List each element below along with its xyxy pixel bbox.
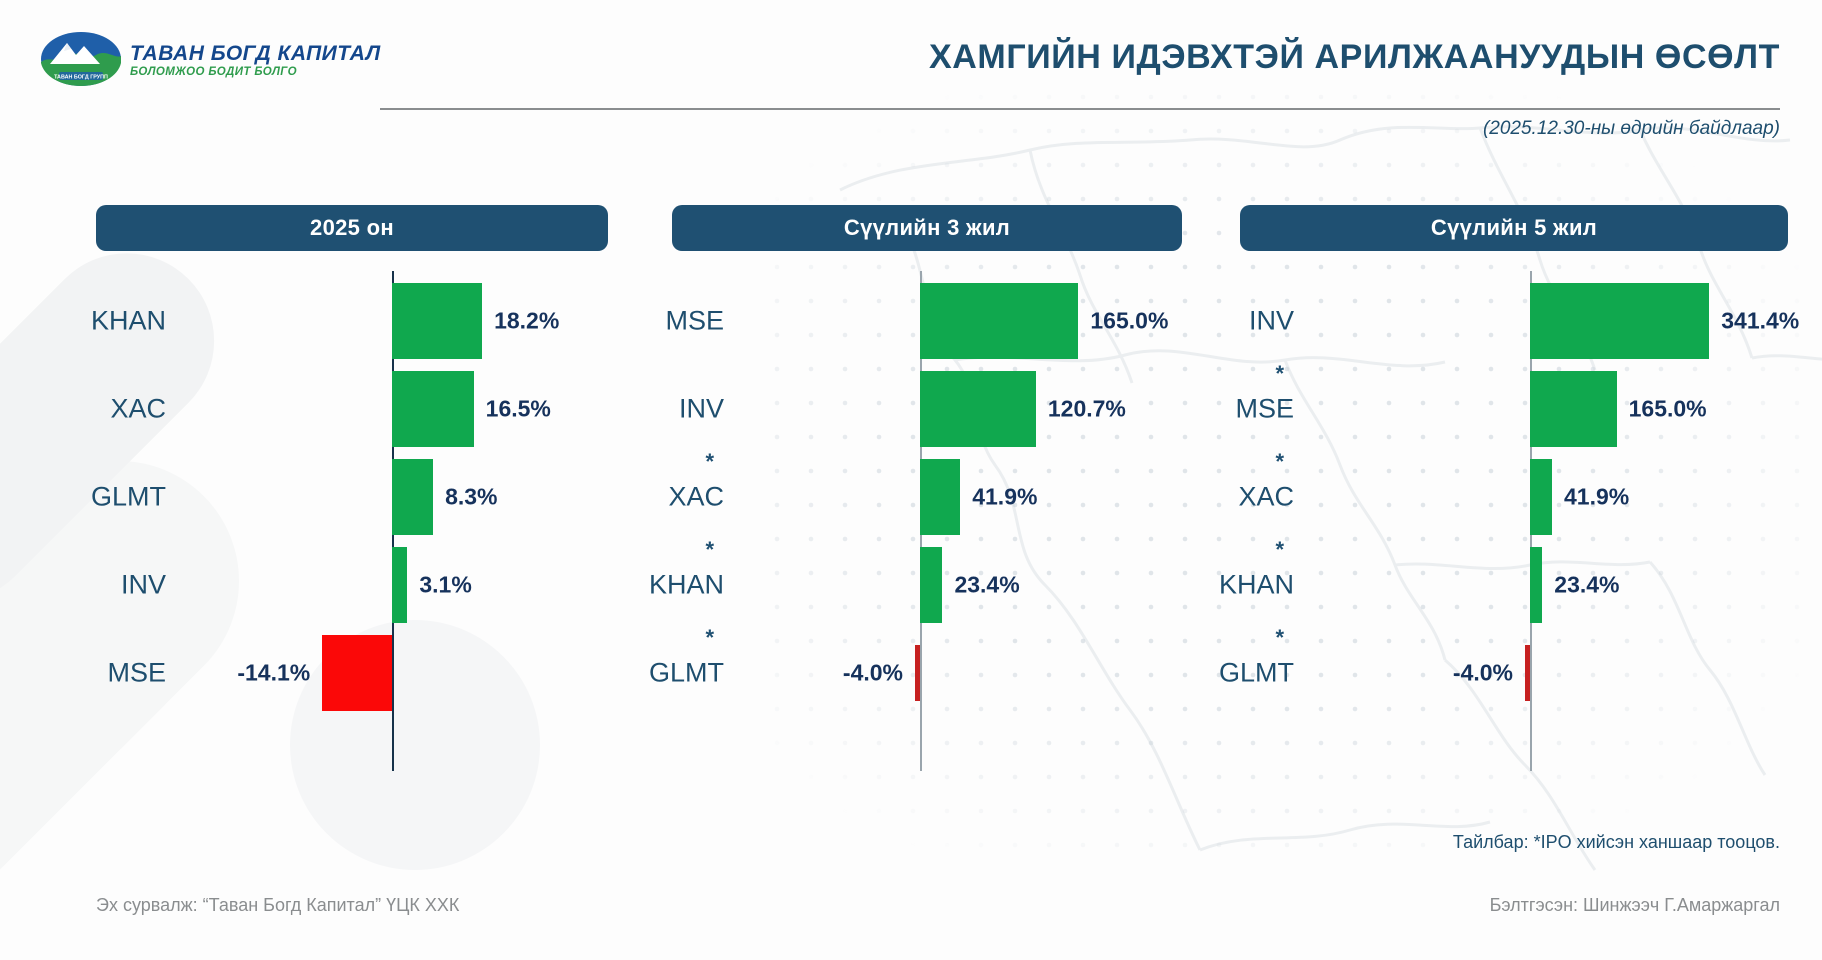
footnote-asterisk-icon: * <box>1275 449 1284 474</box>
category-label: KHAN <box>90 305 166 336</box>
value-label: 8.3% <box>445 483 498 510</box>
footnote-asterisk-icon: * <box>1275 361 1284 386</box>
page-title: ХАМГИЙН ИДЭВХТЭЙ АРИЛЖААНУУДЫН ӨСӨЛТ <box>929 38 1780 76</box>
value-label: -14.1% <box>237 659 311 686</box>
value-label: 18.2% <box>494 307 560 334</box>
chart-row: GLMT * -4.0% <box>1219 627 1788 711</box>
bar-positive <box>392 371 474 447</box>
value-label: 23.4% <box>954 571 1020 598</box>
mountain-logo-icon: ТАВАН БОГД ГРУПП <box>40 31 122 87</box>
panel-title-1: 2025 он <box>96 205 608 251</box>
prepared-by-text: Бэлтгэсэн: Шинжээч Г.Амаржаргал <box>1489 895 1780 915</box>
bar-positive <box>1530 547 1543 623</box>
category-label: KHAN <box>1218 569 1294 600</box>
footnote-asterisk-icon: * <box>705 449 714 474</box>
chart-panel-1: 2025 он KHAN 18.2% XAC 16.5% GLMT 8.3% INV 3.1% M… <box>91 205 608 771</box>
bar-positive <box>920 459 961 535</box>
chart-row: XAC 16.5% <box>96 371 608 447</box>
bar-positive <box>920 371 1036 447</box>
category-label: GLMT <box>648 657 724 688</box>
chart-row: MSE 165.0% <box>665 283 1182 359</box>
category-label: GLMT <box>1218 657 1294 688</box>
value-label: 165.0% <box>1090 307 1169 334</box>
category-label: INV <box>120 569 166 600</box>
category-label: XAC <box>668 481 724 512</box>
category-label: KHAN <box>648 569 724 600</box>
bar-negative <box>1525 645 1530 701</box>
plot-area-1: KHAN 18.2% XAC 16.5% GLMT 8.3% INV 3.1% MSE -14.1… <box>91 271 608 771</box>
plot-area-2: MSE 165.0% INV 120.7% XAC * 41.9% KHAN * 23.4% GLM… <box>649 271 1182 771</box>
value-label: 3.1% <box>419 571 472 598</box>
category-label: INV <box>1248 305 1294 336</box>
logo-wordmark: ТАВАН БОГД КАПИТАЛ БОЛОМЖОО БОДИТ БОЛГО <box>130 39 381 79</box>
chart-row: KHAN * 23.4% <box>1219 539 1788 623</box>
footnote-asterisk-icon: * <box>705 537 714 562</box>
value-label: 341.4% <box>1721 307 1800 334</box>
chart-row: KHAN * 23.4% <box>649 539 1182 623</box>
footnote-asterisk-icon: * <box>1275 537 1284 562</box>
value-label: -4.0% <box>842 659 903 686</box>
chart-panel-3: Сүүлийн 5 жил INV 341.4% MSE * 165.0% XAC * 41.9… <box>1219 205 1799 771</box>
value-label: 16.5% <box>485 395 551 422</box>
chart-row: GLMT * -4.0% <box>649 627 1182 711</box>
bar-positive <box>1530 283 1710 359</box>
logo-company-name: ТАВАН БОГД КАПИТАЛ <box>130 42 381 66</box>
chart-row: XAC * 41.9% <box>1238 451 1788 535</box>
chart-row: KHAN 18.2% <box>91 283 608 359</box>
logo-mark-caption: ТАВАН БОГД ГРУПП <box>54 75 108 81</box>
chart-row: INV 3.1% <box>96 547 608 623</box>
chart-row: GLMT 8.3% <box>91 459 608 535</box>
bar-positive <box>392 547 408 623</box>
category-label: MSE <box>1235 393 1294 424</box>
value-label: -4.0% <box>1452 659 1513 686</box>
chart-row: MSE -14.1% <box>96 635 608 711</box>
company-logo: ТАВАН БОГД ГРУПП ТАВАН БОГД КАПИТАЛ БОЛО… <box>40 28 380 90</box>
source-text: Эх сурвалж: “Таван Богд Капитал” ҮЦК ХХК <box>96 895 460 915</box>
bar-negative <box>915 645 920 701</box>
logo-tagline: БОЛОМЖОО БОДИТ БОЛГО <box>130 66 297 79</box>
value-label: 23.4% <box>1554 571 1620 598</box>
category-label: XAC <box>110 393 166 424</box>
bar-positive <box>920 547 943 623</box>
value-label: 165.0% <box>1628 395 1707 422</box>
value-label: 120.7% <box>1047 395 1126 422</box>
chart-row: INV 341.4% <box>1240 283 1799 359</box>
chart-panel-2: Сүүлийн 3 жил MSE 165.0% INV 120.7% XAC * 41.9%… <box>649 205 1182 771</box>
category-label: MSE <box>107 657 166 688</box>
bar-negative <box>322 635 392 711</box>
category-label: MSE <box>665 305 724 336</box>
bar-positive <box>1530 371 1617 447</box>
panel-title-3: Сүүлийн 5 жил <box>1240 205 1788 251</box>
title-divider <box>380 108 1780 110</box>
page-subtitle: (2025.12.30-ны өдрийн байдлаар) <box>1482 118 1780 139</box>
category-label: GLMT <box>90 481 166 512</box>
panel-title-2: Сүүлийн 3 жил <box>672 205 1182 251</box>
category-label: XAC <box>1238 481 1294 512</box>
bar-positive <box>392 283 483 359</box>
value-label: 41.9% <box>972 483 1038 510</box>
category-label: INV <box>678 393 724 424</box>
bar-positive <box>392 459 434 535</box>
footnote-asterisk-icon: * <box>1275 625 1284 650</box>
footnote-asterisk-icon: * <box>705 625 714 650</box>
bar-positive <box>920 283 1079 359</box>
footnote-text: Тайлбар: *IPO хийсэн ханшаар тооцов. <box>1452 832 1780 852</box>
chart-row: XAC * 41.9% <box>668 451 1182 535</box>
value-label: 41.9% <box>1563 483 1630 510</box>
chart-row: INV 120.7% <box>672 371 1182 447</box>
bar-positive <box>1530 459 1552 535</box>
chart-row: MSE * 165.0% <box>1235 363 1788 447</box>
plot-area-3: INV 341.4% MSE * 165.0% XAC * 41.9% KHAN * 23.4% GL… <box>1219 271 1799 771</box>
